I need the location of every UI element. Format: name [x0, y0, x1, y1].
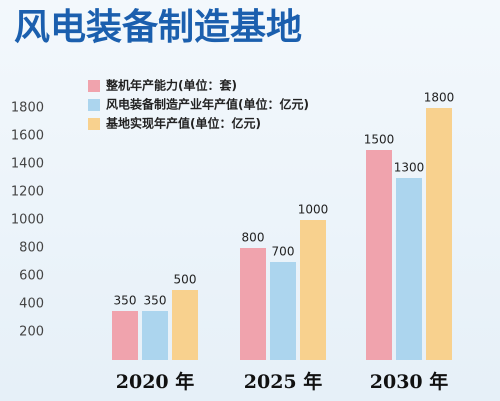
- y-tick-label: 1600: [11, 129, 44, 144]
- bar: [240, 248, 266, 360]
- y-tick-label: 600: [19, 269, 44, 284]
- bar: [300, 220, 326, 360]
- x-tick-label: 2025 年: [244, 370, 323, 393]
- bar: [366, 150, 392, 360]
- value-label: 800: [242, 231, 265, 245]
- legend-swatch: [88, 118, 100, 130]
- chart-title: 风电装备制造基地: [14, 6, 302, 48]
- x-tick-label: 2030 年: [370, 370, 449, 393]
- bar: [270, 262, 296, 360]
- bar: [112, 311, 138, 360]
- y-tick-label: 1800: [11, 101, 44, 116]
- value-label: 1500: [364, 133, 395, 147]
- y-tick-label: 1400: [11, 157, 44, 172]
- x-tick-label: 2020 年: [116, 370, 195, 393]
- bar: [426, 108, 452, 360]
- bar: [396, 178, 422, 360]
- y-tick-label: 400: [19, 297, 44, 312]
- value-label: 350: [114, 294, 137, 308]
- value-label: 1000: [298, 203, 329, 217]
- y-tick-label: 800: [19, 241, 44, 256]
- legend-swatch: [88, 99, 100, 111]
- bar: [172, 290, 198, 360]
- value-label: 350: [144, 294, 167, 308]
- y-tick-label: 1200: [11, 185, 44, 200]
- y-tick-label: 200: [19, 325, 44, 340]
- value-label: 1800: [424, 91, 455, 105]
- bar: [142, 311, 168, 360]
- value-label: 500: [174, 273, 197, 287]
- value-label: 700: [272, 245, 295, 259]
- value-label: 1300: [394, 161, 425, 175]
- legend-label: 基地实现年产值(单位：亿元): [105, 116, 261, 131]
- y-tick-label: 1000: [11, 213, 44, 228]
- legend-swatch: [88, 80, 100, 92]
- legend-label: 风电装备制造产业年产值(单位：亿元): [106, 97, 309, 112]
- legend-label: 整机年产能力(单位：套): [105, 78, 237, 93]
